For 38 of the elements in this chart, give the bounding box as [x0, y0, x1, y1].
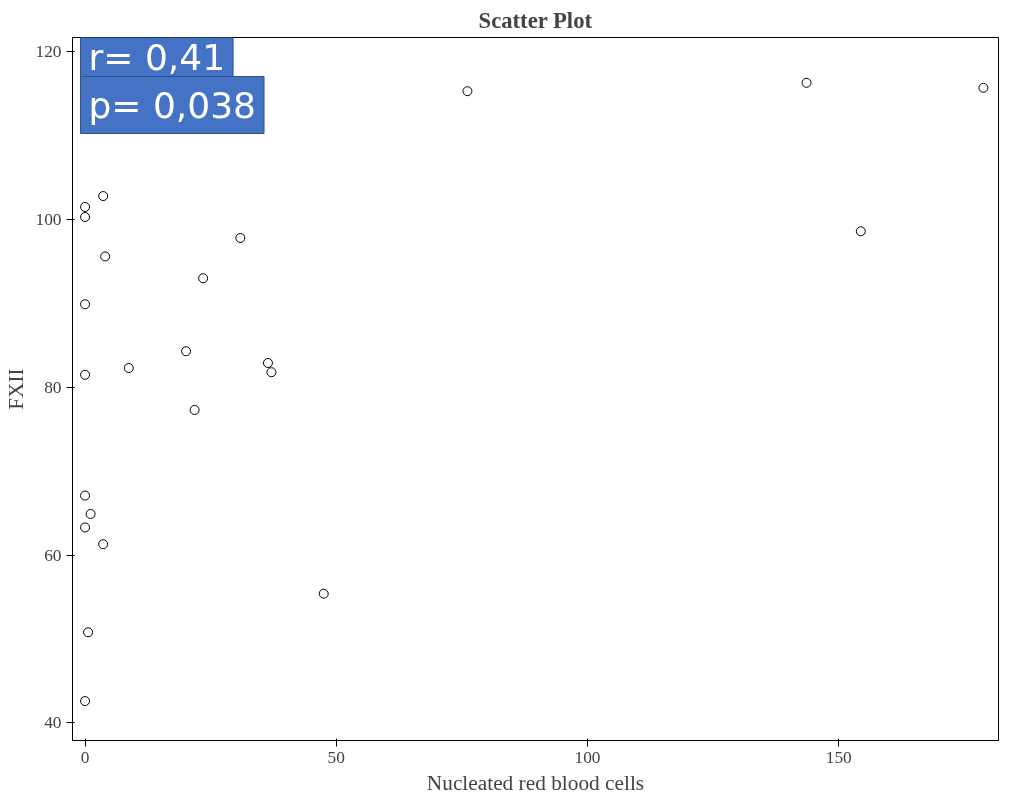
annotation: r= 0,41 — [88, 36, 226, 78]
x-tick-label: 100 — [574, 747, 601, 767]
point — [189, 404, 200, 415]
x-tick-label: 150 — [825, 747, 852, 767]
point — [80, 522, 91, 533]
point — [978, 82, 989, 93]
point — [80, 299, 91, 310]
x-tick-label: 0 — [80, 747, 90, 767]
point — [318, 588, 329, 599]
point — [181, 346, 192, 357]
point — [80, 696, 91, 707]
point — [80, 369, 91, 380]
x-axis-title: Nucleated red blood cells — [426, 770, 645, 795]
point — [80, 490, 91, 501]
y-axis-title: FXII — [3, 368, 28, 410]
point — [855, 226, 866, 237]
y-tick-label: 100 — [35, 210, 62, 230]
point — [85, 509, 96, 519]
point — [83, 627, 94, 638]
point — [100, 251, 111, 262]
point — [98, 539, 109, 550]
y-tick-label: 60 — [44, 545, 62, 565]
y-tick-label: 120 — [35, 42, 62, 62]
point — [462, 86, 473, 97]
point — [80, 212, 91, 223]
annotation: p= 0,038 — [88, 84, 257, 126]
point — [98, 191, 109, 202]
y-tick-label: 40 — [44, 713, 62, 733]
point — [123, 363, 134, 374]
point — [80, 201, 91, 212]
point — [801, 77, 812, 88]
point — [262, 358, 273, 368]
point — [266, 367, 277, 378]
y-tick-label: 80 — [44, 377, 62, 397]
point — [198, 273, 209, 284]
point — [235, 233, 246, 243]
chart-title: Scatter Plot — [478, 7, 593, 33]
x-tick-label: 50 — [327, 747, 345, 767]
